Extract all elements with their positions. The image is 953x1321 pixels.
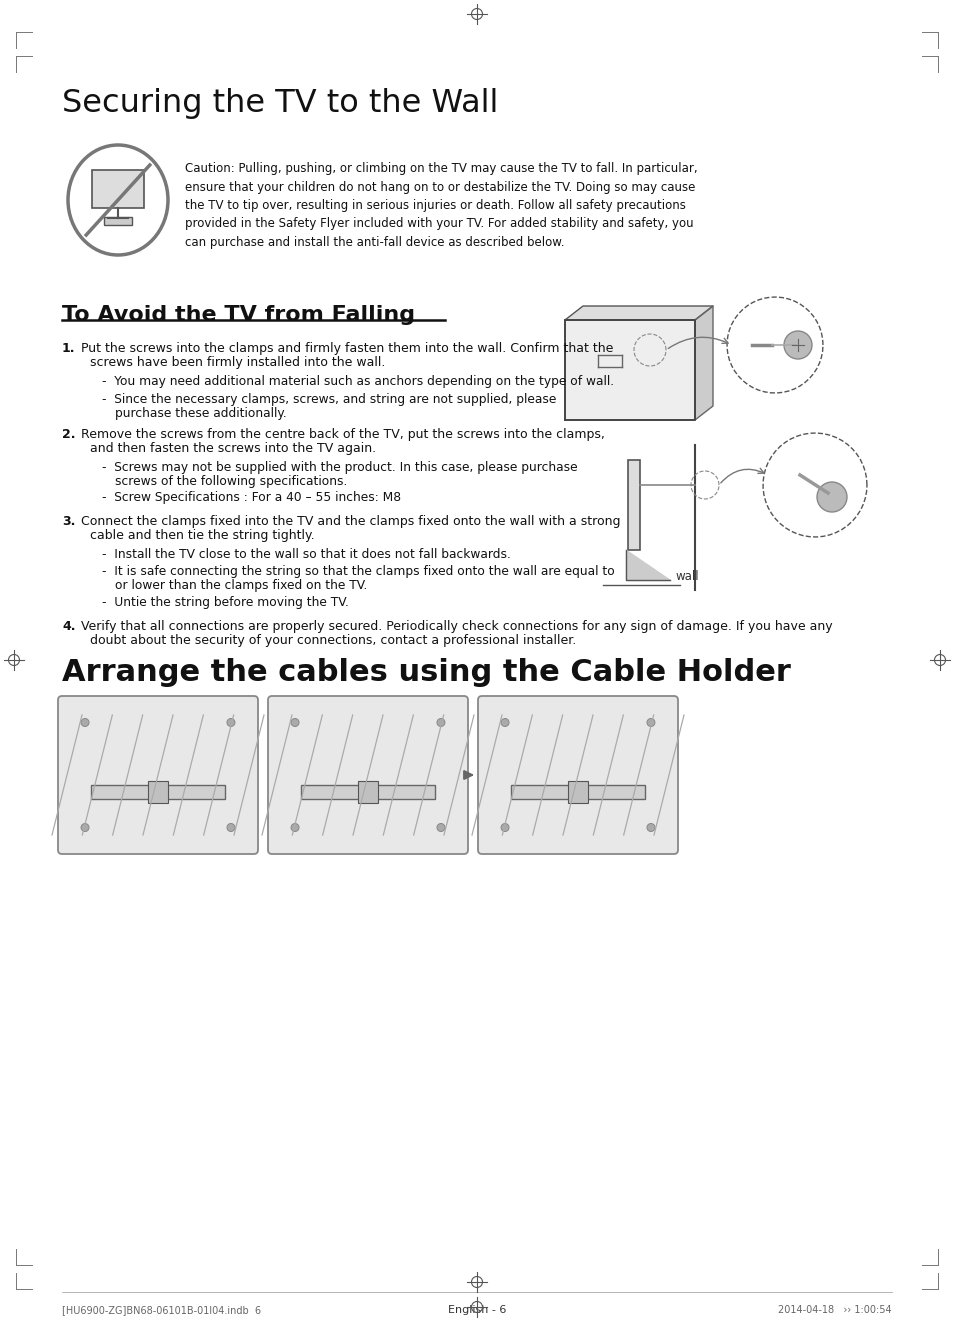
Bar: [357, 781, 377, 803]
Bar: [627, 460, 639, 550]
Text: -  Since the necessary clamps, screws, and string are not supplied, please: - Since the necessary clamps, screws, an…: [102, 394, 556, 406]
Text: 1.: 1.: [62, 342, 75, 355]
Circle shape: [291, 823, 298, 831]
Text: -  It is safe connecting the string so that the clamps fixed onto the wall are e: - It is safe connecting the string so th…: [102, 565, 614, 579]
Bar: [91, 170, 144, 207]
Circle shape: [500, 823, 509, 831]
FancyBboxPatch shape: [477, 696, 678, 853]
Text: 2.: 2.: [62, 428, 75, 441]
Text: Remove the screws from the centre back of the TV, put the screws into the clamps: Remove the screws from the centre back o…: [77, 428, 604, 441]
Bar: [104, 217, 132, 225]
FancyBboxPatch shape: [58, 696, 257, 853]
Bar: [148, 781, 168, 803]
Circle shape: [646, 823, 655, 831]
Polygon shape: [564, 306, 712, 320]
Polygon shape: [625, 550, 669, 580]
Text: English - 6: English - 6: [447, 1305, 506, 1314]
Bar: [300, 785, 435, 799]
Text: -  Screws may not be supplied with the product. In this case, please purchase: - Screws may not be supplied with the pr…: [102, 461, 577, 474]
Bar: [510, 785, 644, 799]
Text: screws of the following specifications.: screws of the following specifications.: [115, 476, 347, 487]
Circle shape: [783, 332, 811, 359]
Bar: [567, 781, 587, 803]
Circle shape: [227, 719, 234, 727]
Text: Arrange the cables using the Cable Holder: Arrange the cables using the Cable Holde…: [62, 658, 790, 687]
Text: and then fasten the screws into the TV again.: and then fasten the screws into the TV a…: [90, 443, 375, 454]
Circle shape: [436, 823, 444, 831]
Circle shape: [81, 823, 89, 831]
Text: doubt about the security of your connections, contact a professional installer.: doubt about the security of your connect…: [90, 634, 576, 647]
Text: -  Screw Specifications : For a 40 – 55 inches: M8: - Screw Specifications : For a 40 – 55 i…: [102, 491, 400, 505]
Text: -  You may need additional material such as anchors depending on the type of wal: - You may need additional material such …: [102, 375, 614, 388]
Text: Connect the clamps fixed into the TV and the clamps fixed onto the wall with a s: Connect the clamps fixed into the TV and…: [77, 515, 619, 528]
Text: Caution: Pulling, pushing, or climbing on the TV may cause the TV to fall. In pa: Caution: Pulling, pushing, or climbing o…: [185, 162, 697, 248]
Circle shape: [81, 719, 89, 727]
Circle shape: [500, 719, 509, 727]
Text: -  Untie the string before moving the TV.: - Untie the string before moving the TV.: [102, 596, 349, 609]
Text: purchase these additionally.: purchase these additionally.: [115, 407, 287, 420]
Polygon shape: [695, 306, 712, 420]
Text: 3.: 3.: [62, 515, 75, 528]
Circle shape: [646, 719, 655, 727]
Text: Verify that all connections are properly secured. Periodically check connections: Verify that all connections are properly…: [77, 620, 832, 633]
Text: or lower than the clamps fixed on the TV.: or lower than the clamps fixed on the TV…: [115, 579, 367, 592]
Text: Put the screws into the clamps and firmly fasten them into the wall. Confirm tha: Put the screws into the clamps and firml…: [77, 342, 613, 355]
Text: To Avoid the TV from Falling: To Avoid the TV from Falling: [62, 305, 415, 325]
Text: -  Install the TV close to the wall so that it does not fall backwards.: - Install the TV close to the wall so th…: [102, 548, 511, 561]
Circle shape: [227, 823, 234, 831]
Circle shape: [291, 719, 298, 727]
Polygon shape: [564, 320, 695, 420]
Text: Securing the TV to the Wall: Securing the TV to the Wall: [62, 89, 497, 119]
Text: 2014-04-18   ›› 1:00:54: 2014-04-18 ›› 1:00:54: [778, 1305, 891, 1314]
Text: cable and then tie the string tightly.: cable and then tie the string tightly.: [90, 528, 314, 542]
FancyBboxPatch shape: [268, 696, 468, 853]
Text: screws have been firmly installed into the wall.: screws have been firmly installed into t…: [90, 355, 385, 369]
Circle shape: [816, 482, 846, 513]
Text: 4.: 4.: [62, 620, 75, 633]
Text: [HU6900-ZG]BN68-06101B-01l04.indb  6: [HU6900-ZG]BN68-06101B-01l04.indb 6: [62, 1305, 261, 1314]
Text: wall: wall: [675, 569, 699, 583]
Bar: [91, 785, 225, 799]
Circle shape: [436, 719, 444, 727]
